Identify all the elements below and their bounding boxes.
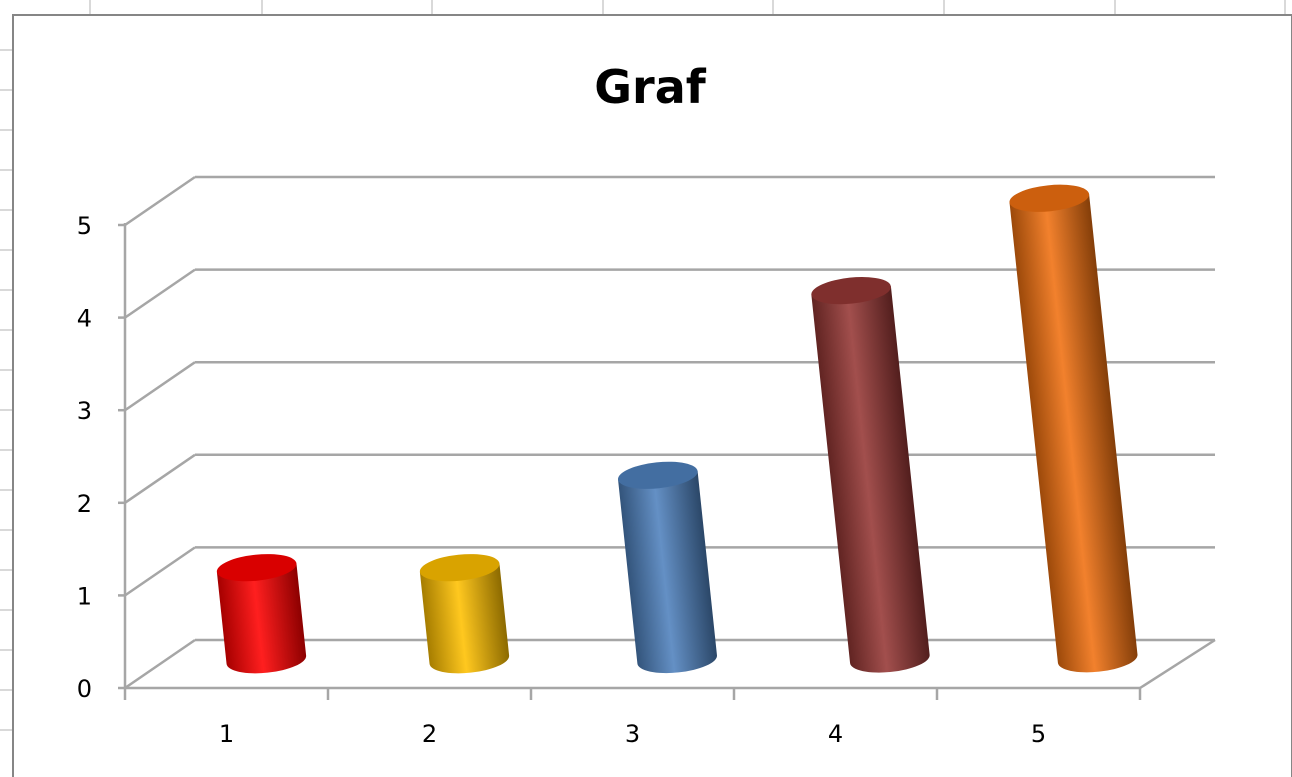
bar-top[interactable]: [617, 458, 699, 492]
bar-top[interactable]: [216, 551, 298, 585]
side-wall-gridline: [124, 546, 196, 597]
y-tick-label: 3: [77, 397, 92, 425]
bar-body[interactable]: [1009, 194, 1139, 676]
bar-body[interactable]: [618, 471, 718, 676]
bar-3[interactable]: [617, 458, 719, 676]
x-tick-label: 2: [422, 720, 437, 748]
bar-2[interactable]: [419, 551, 511, 677]
side-wall-gridline: [124, 453, 196, 504]
side-wall-gridline: [124, 361, 196, 412]
y-tick-label: 1: [77, 582, 92, 610]
bar-top[interactable]: [810, 274, 892, 308]
x-tick-label: 1: [219, 720, 234, 748]
y-tick-label: 2: [77, 490, 92, 518]
x-tick-label: 3: [625, 720, 640, 748]
bar-body[interactable]: [216, 563, 308, 676]
y-tick-label: 5: [77, 212, 92, 240]
side-wall-gridline: [124, 268, 196, 319]
chart-title[interactable]: Graf: [594, 60, 706, 114]
sheet-gridlines: [0, 0, 1286, 731]
floor-right-edge: [1139, 638, 1216, 690]
side-wall-gridline: [124, 175, 196, 227]
side-wall-gridline: [124, 638, 196, 690]
plot-bars: [216, 181, 1139, 677]
y-tick-label: 4: [77, 305, 92, 333]
bar-body[interactable]: [811, 286, 931, 676]
bar-top[interactable]: [1008, 181, 1090, 215]
x-tick-label: 5: [1031, 720, 1046, 748]
y-axis: 0 1 2 3 4 5: [77, 212, 125, 703]
x-axis: 1 2 3 4 5: [123, 688, 1142, 748]
bar-5[interactable]: [1008, 181, 1139, 676]
bar-4[interactable]: [810, 274, 931, 677]
bar-1[interactable]: [216, 551, 308, 677]
x-tick-label: 4: [828, 720, 843, 748]
bar-top[interactable]: [419, 551, 501, 585]
y-tick-label: 0: [77, 675, 92, 703]
bar-body[interactable]: [419, 563, 511, 676]
